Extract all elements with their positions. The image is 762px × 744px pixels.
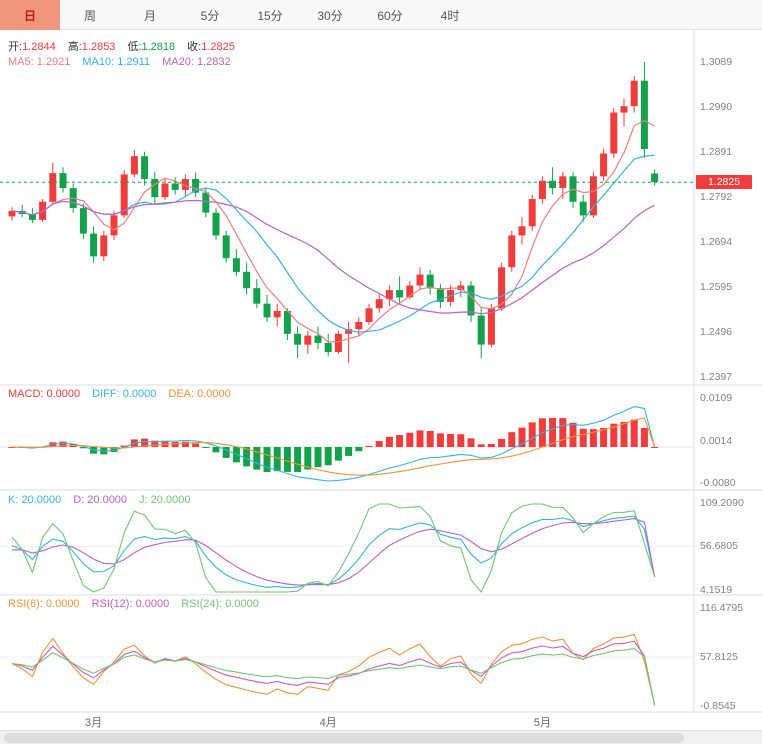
horizontal-scrollbar[interactable] — [0, 730, 762, 744]
y-axis-label: 1.2891 — [700, 146, 733, 159]
y-axis-label: 1.2595 — [700, 280, 733, 293]
tab-15分[interactable]: 15分 — [257, 8, 283, 23]
y-axis-label: 116.4795 — [700, 602, 744, 614]
legend-diff: DIFF: 0.0000 — [92, 388, 157, 400]
legend-macd: MACD: 0.0000 — [8, 388, 81, 400]
current-price-badge: 1.2825 — [696, 175, 752, 190]
y-axis-label: -0.8545 — [700, 700, 736, 712]
legend-ma5: MA5: 1.2921 — [8, 56, 71, 68]
tab-月[interactable]: 月 — [143, 8, 156, 23]
x-axis-month-label: 4月 — [319, 717, 337, 729]
y-axis-label: 1.2792 — [700, 191, 733, 204]
y-axis-label: 57.8125 — [700, 651, 738, 663]
y-axis-label: 1.2397 — [700, 371, 733, 383]
rsi-legend: RSI(6): 0.0000 RSI(12): 0.0000 RSI(24): 0.… — [8, 598, 271, 610]
toolbar: 日 周 月 5分 15分 30分 60分 4时 — [0, 0, 762, 30]
main-ma-legend: MA5: 1.2921 MA10: 1.2911 MA20: 1.2832 — [8, 56, 243, 68]
y-axis-label: 1.2496 — [700, 325, 733, 338]
y-axis-label: 1.3089 — [700, 56, 733, 68]
legend-rsi24: RSI(24): 0.0000 — [181, 598, 259, 610]
y-axis-label: 1.2990 — [700, 101, 733, 114]
y-axis-label: 1.2694 — [700, 235, 733, 248]
legend-rsi6: RSI(6): 0.0000 — [8, 598, 80, 610]
legend-close: 收:1.2825 — [187, 41, 235, 53]
y-axis-label: 109.2090 — [700, 497, 744, 509]
rsi-layer — [11, 633, 656, 706]
legend-ma10: MA10: 1.2911 — [82, 56, 151, 68]
legend-high: 高:1.2853 — [67, 41, 116, 53]
y-axis-label: 56.6805 — [700, 540, 738, 553]
panel-separators — [0, 30, 762, 713]
kdj-layer — [11, 503, 656, 594]
legend-open: 开:1.2844 — [8, 41, 56, 53]
y-axis-label: 0.0014 — [700, 434, 733, 447]
y-axis-label: 4.1519 — [700, 584, 733, 596]
tab-5分[interactable]: 5分 — [200, 8, 220, 23]
macd-legend: MACD: 0.0000 DIFF: 0.0000 DEA: 0.0000 — [8, 388, 243, 400]
legend-rsi12: RSI(12): 0.0000 — [91, 598, 170, 610]
ma-lines-layer — [11, 119, 655, 343]
y-axis-label: 0.0109 — [700, 392, 733, 404]
legend-d: D: 20.0000 — [73, 494, 128, 506]
tab-日[interactable]: 日 — [0, 0, 60, 30]
tab-周[interactable]: 周 — [83, 8, 96, 23]
tab-4时[interactable]: 4时 — [440, 8, 460, 23]
scrollbar-thumb[interactable] — [4, 733, 684, 743]
x-axis-month-label: 3月 — [85, 717, 103, 729]
tab-30分[interactable]: 30分 — [317, 8, 343, 23]
candles-layer — [8, 62, 659, 363]
legend-k: K: 20.0000 — [8, 494, 62, 506]
x-axis-month-label: 5月 — [533, 717, 551, 729]
legend-j: J: 20.0000 — [139, 494, 191, 506]
tab-60分[interactable]: 60分 — [377, 8, 403, 23]
legend-dea: DEA: 0.0000 — [168, 388, 231, 400]
legend-low: 低:1.2818 — [127, 41, 176, 53]
kdj-legend: K: 20.0000 D: 20.0000 J: 20.0000 — [8, 494, 202, 506]
macd-layer — [8, 406, 659, 482]
y-axis-label: -0.0080 — [700, 477, 736, 489]
legend-ma20: MA20: 1.2832 — [162, 56, 231, 68]
main-ohlc-legend: 开:1.2844 高:1.2853 低:1.2818 收:1.2825 — [8, 38, 247, 54]
